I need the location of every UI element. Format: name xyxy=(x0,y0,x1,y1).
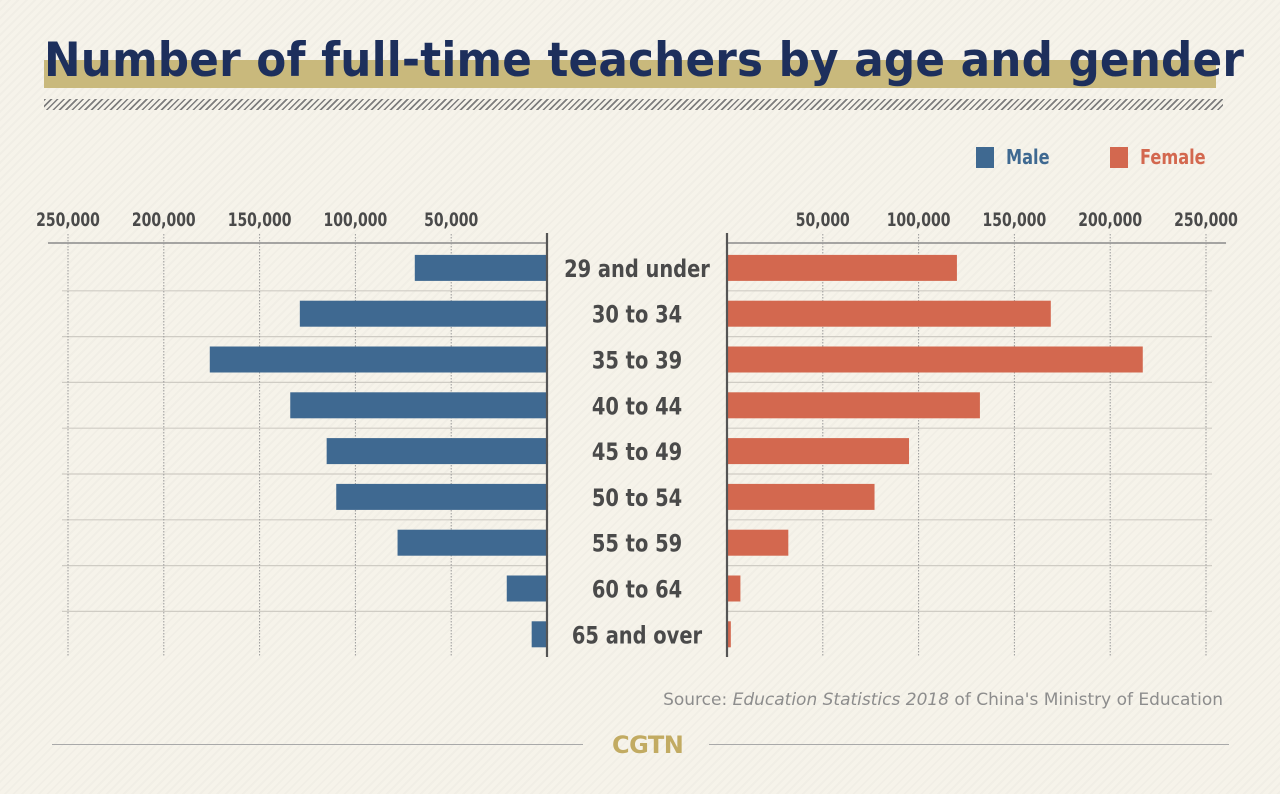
cgtn-logo: CGTN xyxy=(612,731,684,759)
bar-female xyxy=(727,621,731,648)
source-suffix: of China's Ministry of Education xyxy=(949,690,1223,710)
bar-female xyxy=(727,254,957,281)
legend-female-label: Female xyxy=(1140,145,1206,169)
bar-male xyxy=(531,621,547,648)
source-prefix: Source: xyxy=(663,690,733,710)
labels-layer: 50,000 50,000 100,000 100,000 150,000 150,000… xyxy=(36,210,1238,650)
category-label: 60 to 64 xyxy=(592,576,682,603)
bar-female xyxy=(727,575,741,602)
legend-male: Male xyxy=(976,145,1054,169)
bar-female xyxy=(727,346,1143,373)
tick-label-left: 50,000 xyxy=(424,210,478,232)
bar-male xyxy=(506,575,547,602)
bar-female xyxy=(727,392,980,419)
bar-male xyxy=(299,300,547,327)
tick-label-left: 150,000 xyxy=(228,210,292,232)
category-label: 55 to 59 xyxy=(592,531,682,558)
bar-male xyxy=(209,346,547,373)
bar-male xyxy=(397,529,547,556)
bar-female xyxy=(727,300,1051,327)
bar-male xyxy=(336,483,547,510)
footer-rule-right xyxy=(709,744,1229,745)
tick-label-left: 250,000 xyxy=(36,210,100,232)
bar-female xyxy=(727,483,875,510)
tick-label-left: 200,000 xyxy=(132,210,196,232)
tick-label-right: 100,000 xyxy=(887,210,951,232)
tick-label-right: 150,000 xyxy=(983,210,1047,232)
axis-layer xyxy=(545,233,729,657)
category-label: 29 and under xyxy=(564,256,711,283)
page-title: Number of full-time teachers by age and … xyxy=(44,33,1245,88)
category-label: 50 to 54 xyxy=(592,485,682,512)
category-label: 35 to 39 xyxy=(592,347,682,374)
bar-male xyxy=(290,392,547,419)
tick-label-right: 200,000 xyxy=(1078,210,1142,232)
category-label: 40 to 44 xyxy=(592,393,682,420)
bar-female xyxy=(727,529,789,556)
bars-layer xyxy=(209,254,1143,648)
legend-male-swatch xyxy=(976,146,994,168)
title-block: Number of full-time teachers by age and … xyxy=(44,30,1244,92)
tick-label-left: 100,000 xyxy=(324,210,388,232)
category-label: 65 and over xyxy=(572,622,703,649)
tick-label-right: 250,000 xyxy=(1174,210,1238,232)
category-label: 30 to 34 xyxy=(592,302,682,329)
footer-rule-left xyxy=(52,744,583,745)
bar-male xyxy=(414,254,547,281)
legend-female: Female xyxy=(1110,145,1213,169)
title-highlight-band xyxy=(44,60,1216,88)
legend-male-label: Male xyxy=(1006,145,1050,169)
source-title: Education Statistics 2018 xyxy=(732,690,950,710)
category-label: 45 to 49 xyxy=(592,439,682,466)
title-hatch-divider xyxy=(44,99,1223,110)
tick-label-right: 50,000 xyxy=(796,210,850,232)
bar-female xyxy=(727,438,910,465)
bar-male xyxy=(326,438,547,465)
legend-female-swatch xyxy=(1110,146,1128,168)
source-note: Source: Education Statistics 2018 of Chi… xyxy=(663,690,1223,710)
